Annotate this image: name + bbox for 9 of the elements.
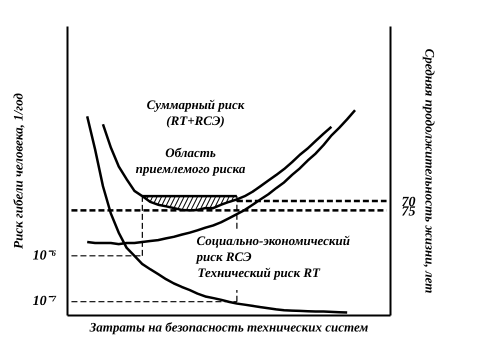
- y2-axis-title: Средняя продолжительность жизни, лет: [422, 48, 438, 294]
- y-tick-label: 10⁻⁷: [32, 294, 57, 310]
- annotation: Область приемлемого риска: [136, 145, 246, 176]
- y-tick-label: 10⁻⁶: [32, 248, 57, 264]
- annotation: Социально-экономический риск RСЭ: [196, 233, 350, 264]
- annotation: Суммарный риск (RT+RСЭ): [146, 97, 245, 128]
- annotation: Технический риск RT: [198, 265, 322, 280]
- x-axis-title: Затраты на безопасность технических систем: [88, 320, 368, 334]
- y-axis-title: Риск гибели человека, 1/год: [10, 92, 26, 249]
